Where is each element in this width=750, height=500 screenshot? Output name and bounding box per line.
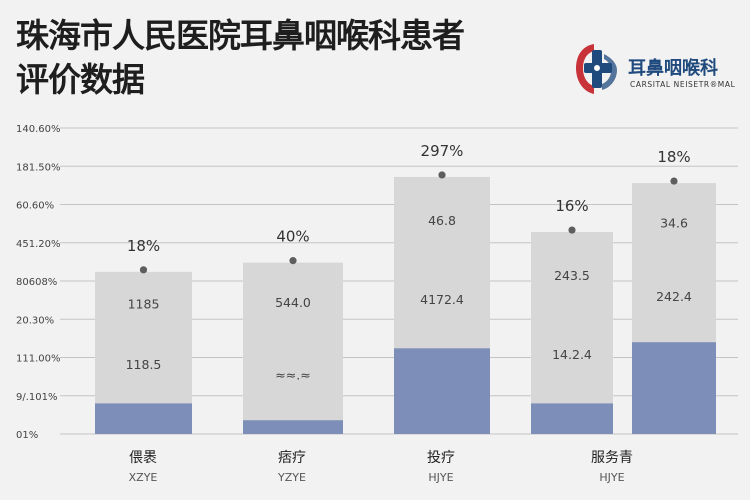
bar-segment-label: 544.0 — [275, 295, 311, 310]
y-tick-label: 60.60% — [16, 201, 54, 212]
bar-blue-segment — [632, 342, 716, 434]
bar-segment-label: ≈≈.≈ — [275, 367, 310, 382]
bar-top-marker — [438, 171, 446, 179]
chart-title: 珠海市人民医院耳鼻咽喉科患者 评价数据 — [16, 14, 516, 102]
y-tick-label: 181.50% — [16, 162, 61, 173]
bar-top-marker — [670, 177, 678, 185]
x-category-label: 偎褁 — [129, 450, 157, 466]
x-category-label: 痞疗 — [278, 450, 306, 466]
bar-blue-segment — [243, 420, 343, 434]
chart-title-line-2: 评价数据 — [16, 60, 145, 99]
bar-segment-label: 1185 — [128, 297, 160, 312]
bar-top-marker — [289, 257, 297, 265]
bar-segment-label: 4172.4 — [420, 292, 464, 307]
bar-segment-label: 14.2.4 — [552, 347, 592, 362]
y-tick-label: 451.20% — [16, 239, 61, 250]
x-category-label: 投疗 — [427, 450, 455, 466]
hospital-cross-icon — [576, 44, 617, 94]
y-tick-label: 111.00% — [16, 354, 61, 365]
bar-segment-label: 243.5 — [554, 268, 590, 283]
bar-segment-label: 34.6 — [660, 216, 688, 231]
x-category-sublabel: HJYE — [428, 471, 453, 484]
bar-percent-label: 40% — [276, 228, 309, 246]
bar-gray-segment — [243, 262, 343, 434]
bar-top-marker — [568, 226, 576, 234]
y-tick-label: 01% — [16, 430, 38, 441]
x-category-label: 服务青 — [591, 450, 633, 466]
logo-name: 耳鼻咽喉科 — [628, 58, 718, 79]
bar-segment-label: 242.4 — [656, 289, 692, 304]
y-tick-label: 140.60% — [16, 124, 61, 135]
bar-percent-label: 18% — [657, 148, 690, 166]
bar-blue-segment — [531, 403, 613, 434]
x-category-sublabel: HJYE — [599, 471, 624, 484]
x-category-sublabel: XZYE — [129, 471, 158, 484]
bar-blue-segment — [95, 403, 192, 434]
bar-segment-label: 46.8 — [428, 213, 456, 228]
chart-title-line-1: 珠海市人民医院耳鼻咽喉科患者 — [16, 16, 465, 55]
bar-percent-label: 16% — [555, 197, 588, 215]
y-tick-label: 80608% — [16, 277, 57, 288]
bar-percent-label: 18% — [127, 237, 160, 255]
bar-blue-segment — [394, 348, 490, 434]
hospital-logo: 耳鼻咽喉科 CARSITAL NEISETR®MAL — [572, 40, 742, 100]
bar-gray-segment — [531, 232, 613, 434]
bar-segment-label: 118.5 — [126, 357, 162, 372]
y-tick-label: 9/.101% — [16, 392, 58, 403]
logo-subtitle: CARSITAL NEISETR®MAL — [630, 80, 736, 89]
bar-percent-label: 297% — [421, 142, 464, 160]
y-tick-label: 20.30% — [16, 315, 54, 326]
bar-top-marker — [139, 266, 148, 274]
x-category-sublabel: YZYE — [277, 471, 306, 484]
